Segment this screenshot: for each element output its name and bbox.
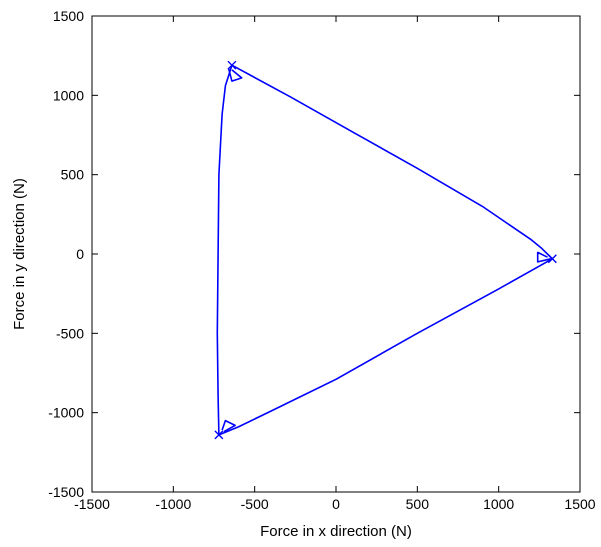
y-tick-label: 1000 [53, 87, 84, 103]
x-tick-label: 1500 [564, 496, 595, 512]
plot-area [92, 16, 580, 492]
x-axis-ticks: -1500 -1000 -500 0 500 1000 1500 [74, 16, 596, 512]
y-axis-label: Force in y direction (N) [11, 178, 28, 330]
x-marker-1 [227, 60, 237, 70]
x-tick-label: 0 [332, 496, 340, 512]
x-marker-3 [214, 430, 224, 440]
markers-layer [214, 60, 557, 440]
x-tick-label: -1500 [74, 496, 110, 512]
series-line-main [216, 64, 554, 436]
y-tick-label: -1000 [48, 405, 84, 421]
series-line-loop-3 [221, 419, 236, 433]
x-axis-label: Force in x direction (N) [260, 523, 412, 540]
y-tick-label: 500 [61, 167, 85, 183]
x-tick-label: -500 [241, 496, 269, 512]
y-axis-ticks: -1500 -1000 -500 0 500 1000 1500 [48, 8, 580, 500]
x-tick-label: 500 [406, 496, 430, 512]
x-tick-label: 1000 [483, 496, 514, 512]
x-marker-2 [547, 254, 557, 264]
series-layer [216, 64, 554, 436]
x-tick-label: -1000 [155, 496, 191, 512]
y-tick-label: -500 [56, 325, 84, 341]
series-line-loop-1 [227, 68, 243, 82]
series-line-loop-2 [536, 251, 551, 263]
y-tick-label: 0 [76, 246, 84, 262]
y-tick-label: -1500 [48, 484, 84, 500]
y-tick-label: 1500 [53, 8, 84, 24]
